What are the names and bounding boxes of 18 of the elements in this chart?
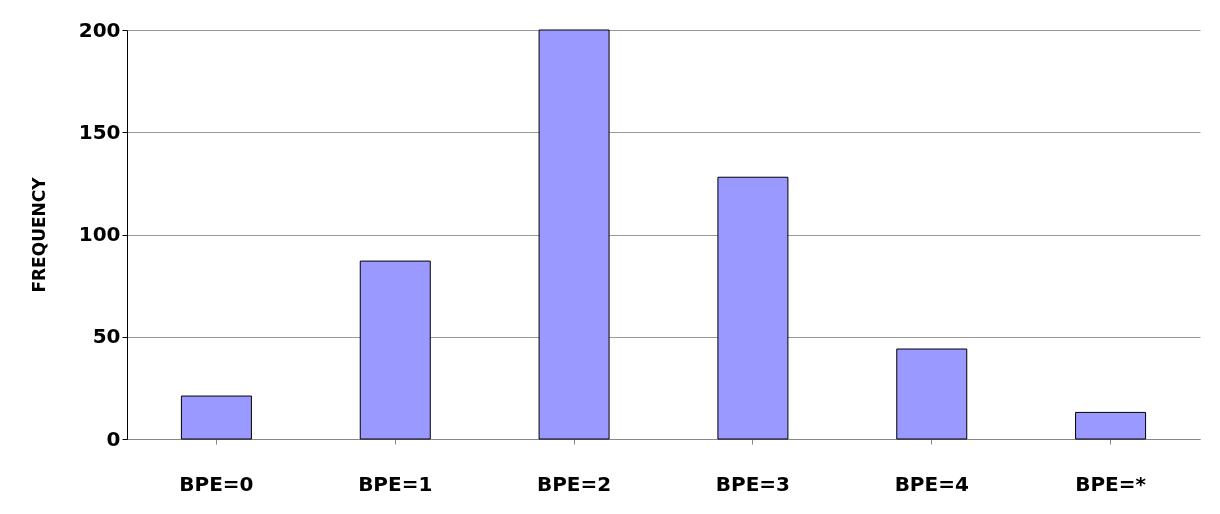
x-tick-label: BPE=*	[1075, 471, 1147, 496]
bar	[896, 348, 968, 440]
x-tick-label: BPE=2	[536, 471, 612, 496]
bar	[180, 395, 252, 440]
bar	[538, 29, 610, 440]
y-tick-label: 200	[78, 17, 121, 42]
bar	[359, 260, 431, 440]
x-tick-label: BPE=3	[715, 471, 791, 496]
y-tick-label: 150	[78, 119, 121, 144]
x-tick-label: BPE=1	[358, 471, 433, 496]
bar	[717, 176, 789, 440]
bar	[1075, 411, 1147, 440]
y-tick-label: 100	[78, 222, 121, 246]
x-tick-label: BPE=0	[179, 471, 254, 496]
y-axis-title: FREQUENCY	[28, 176, 49, 293]
y-tick-label: 50	[92, 324, 121, 349]
y-tick-label: 0	[106, 426, 121, 451]
x-tick-label: BPE=4	[894, 471, 969, 496]
